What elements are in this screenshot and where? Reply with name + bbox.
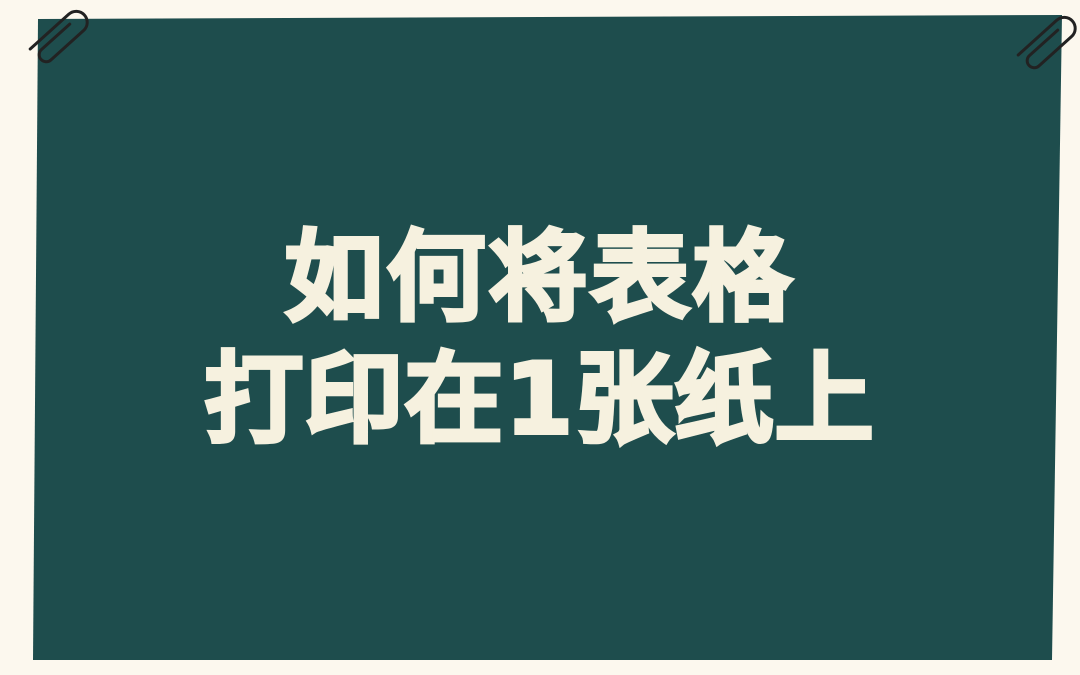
title-block: 如何将表格 打印在1张纸上 bbox=[60, 190, 1020, 490]
paperclip-icon bbox=[1016, 15, 1077, 70]
paperclip-icon bbox=[28, 9, 89, 64]
title-line-1: 如何将表格 bbox=[283, 221, 795, 336]
chalkboard-panel bbox=[33, 15, 1062, 660]
title-line-2: 打印在1张纸上 bbox=[203, 343, 876, 457]
